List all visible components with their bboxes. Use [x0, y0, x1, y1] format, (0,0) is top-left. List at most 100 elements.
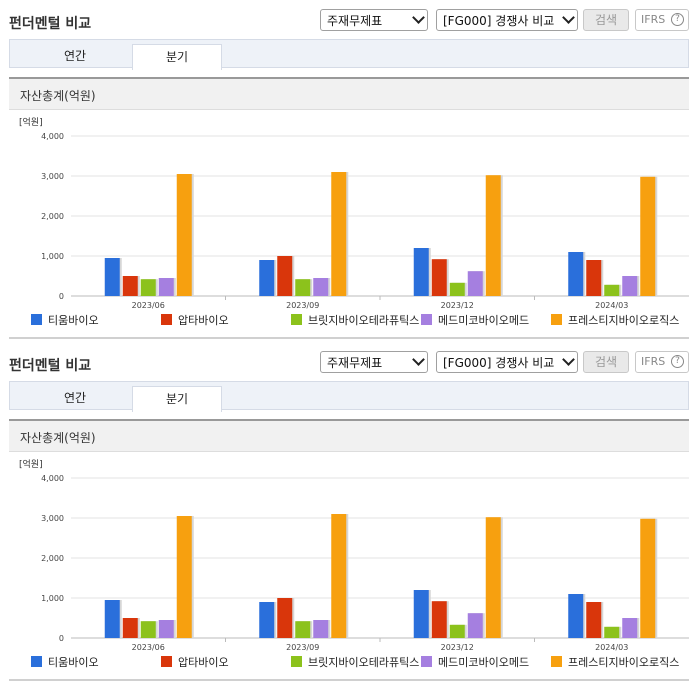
bar: [158, 620, 174, 638]
bar: [331, 172, 347, 296]
y-unit-label: [억원]: [19, 116, 43, 128]
y-tick-label: 0: [59, 292, 64, 301]
legend-swatch: [551, 314, 562, 325]
legend-label: 티움바이오: [48, 314, 99, 327]
legend-swatch: [31, 314, 42, 325]
bar: [277, 256, 293, 296]
compare-group-select[interactable]: [FG000] 경쟁사 비교: [436, 351, 578, 373]
tab-annual[interactable]: 연간: [63, 49, 87, 63]
legend-swatch: [161, 314, 172, 325]
section-header: 자산총계(억원): [9, 77, 689, 110]
total-assets-chart: [억원] 0 1,000 2,000 3,000 4,000 2023/06 2023/09 2…: [9, 452, 689, 682]
bar: [122, 618, 138, 638]
legend-label: 메드미코바이오메드: [438, 656, 529, 669]
legend-label: 메드미코바이오메드: [438, 314, 529, 327]
y-tick-label: 0: [59, 634, 64, 643]
y-tick-label: 4,000: [41, 474, 64, 483]
bar: [259, 602, 275, 638]
divider: [9, 679, 689, 681]
y-unit-label: [억원]: [19, 458, 43, 470]
bar: [331, 514, 347, 638]
bar: [431, 601, 447, 638]
period-tabbar: 연간 분기: [9, 381, 689, 412]
bar: [277, 598, 293, 638]
section-header: 자산총계(억원): [9, 419, 689, 452]
y-tick-label: 1,000: [41, 594, 64, 603]
bar: [295, 279, 311, 296]
legend-label: 압타바이오: [178, 314, 229, 327]
x-tick-label: 2023/09: [286, 301, 319, 310]
search-button[interactable]: 검색: [583, 9, 629, 31]
report-type-select[interactable]: 주재무제표: [320, 351, 428, 373]
bar: [467, 613, 483, 638]
bar: [295, 621, 311, 638]
x-tick-label: 2023/12: [441, 301, 474, 310]
bar: [586, 602, 602, 638]
ifrs-label: IFRS: [641, 355, 666, 368]
legend-swatch: [421, 656, 432, 667]
chevron-down-icon: [412, 11, 425, 24]
ifrs-label: IFRS: [641, 13, 666, 26]
bar: [104, 600, 120, 638]
legend-swatch: [31, 656, 42, 667]
bar: [259, 260, 275, 296]
legend-swatch: [421, 314, 432, 325]
bar: [158, 278, 174, 296]
help-icon: ?: [671, 355, 684, 368]
bar: [568, 252, 584, 296]
legend-label: 프레스티지바이오로직스: [568, 656, 679, 669]
legend-swatch: [551, 656, 562, 667]
compare-group-select[interactable]: [FG000] 경쟁사 비교: [436, 9, 578, 31]
y-tick-label: 1,000: [41, 252, 64, 261]
divider: [9, 337, 689, 339]
panel-title: 펀더멘털 비교: [9, 16, 92, 32]
bar: [176, 516, 192, 638]
report-type-select[interactable]: 주재무제표: [320, 9, 428, 31]
y-tick-label: 3,000: [41, 172, 64, 181]
bar: [413, 248, 429, 296]
bar: [640, 518, 656, 638]
legend-swatch: [161, 656, 172, 667]
bar: [313, 620, 329, 638]
bar: [485, 175, 501, 296]
bar: [449, 282, 465, 296]
tab-quarterly[interactable]: 분기: [132, 44, 222, 70]
compare-group-value: [FG000] 경쟁사 비교: [443, 356, 555, 370]
bar: [104, 258, 120, 296]
y-tick-label: 4,000: [41, 132, 64, 141]
x-tick-label: 2023/06: [132, 301, 165, 310]
bar-chart-svg: [억원] 0 1,000 2,000 3,000 4,000 2023/06 2023/09 2…: [19, 116, 689, 327]
bar: [313, 278, 329, 296]
search-button[interactable]: 검색: [583, 351, 629, 373]
ifrs-button[interactable]: IFRS ?: [635, 351, 689, 373]
fundamental-panel-2: 펀더멘털 비교 주재무제표 [FG000] 경쟁사 비교 검색 IFRS ? 연…: [0, 342, 696, 684]
section-title: 자산총계(억원): [20, 89, 96, 103]
tab-annual[interactable]: 연간: [63, 391, 87, 405]
bar: [586, 260, 602, 296]
fundamental-panel-1: 펀더멘털 비교 주재무제표 [FG000] 경쟁사 비교 검색 IFRS ? 연…: [9, 9, 689, 340]
bar-chart-svg: [억원] 0 1,000 2,000 3,000 4,000 2023/06 2023/09 2…: [19, 458, 689, 669]
bar: [140, 621, 156, 638]
compare-group-value: [FG000] 경쟁사 비교: [443, 14, 555, 28]
tab-quarterly[interactable]: 분기: [132, 386, 222, 412]
x-tick-label: 2024/03: [595, 301, 628, 310]
y-tick-label: 3,000: [41, 514, 64, 523]
bar: [176, 174, 192, 296]
x-tick-label: 2023/09: [286, 643, 319, 652]
bar: [604, 284, 620, 296]
bar: [622, 618, 638, 638]
report-type-value: 주재무제표: [327, 14, 383, 28]
bar: [568, 594, 584, 638]
y-tick-label: 2,000: [41, 554, 64, 563]
x-tick-label: 2023/06: [132, 643, 165, 652]
bar: [449, 624, 465, 638]
x-tick-label: 2024/03: [595, 643, 628, 652]
chevron-down-icon: [412, 353, 425, 366]
ifrs-button[interactable]: IFRS ?: [635, 9, 689, 31]
total-assets-chart: [억원] 0 1,000 2,000 3,000 4,000 2023/06 2023/09 2…: [9, 110, 689, 340]
legend-label: 압타바이오: [178, 656, 229, 669]
chevron-down-icon: [562, 11, 575, 24]
legend-swatch: [291, 656, 302, 667]
section-title: 자산총계(억원): [20, 431, 96, 445]
bar: [485, 517, 501, 638]
